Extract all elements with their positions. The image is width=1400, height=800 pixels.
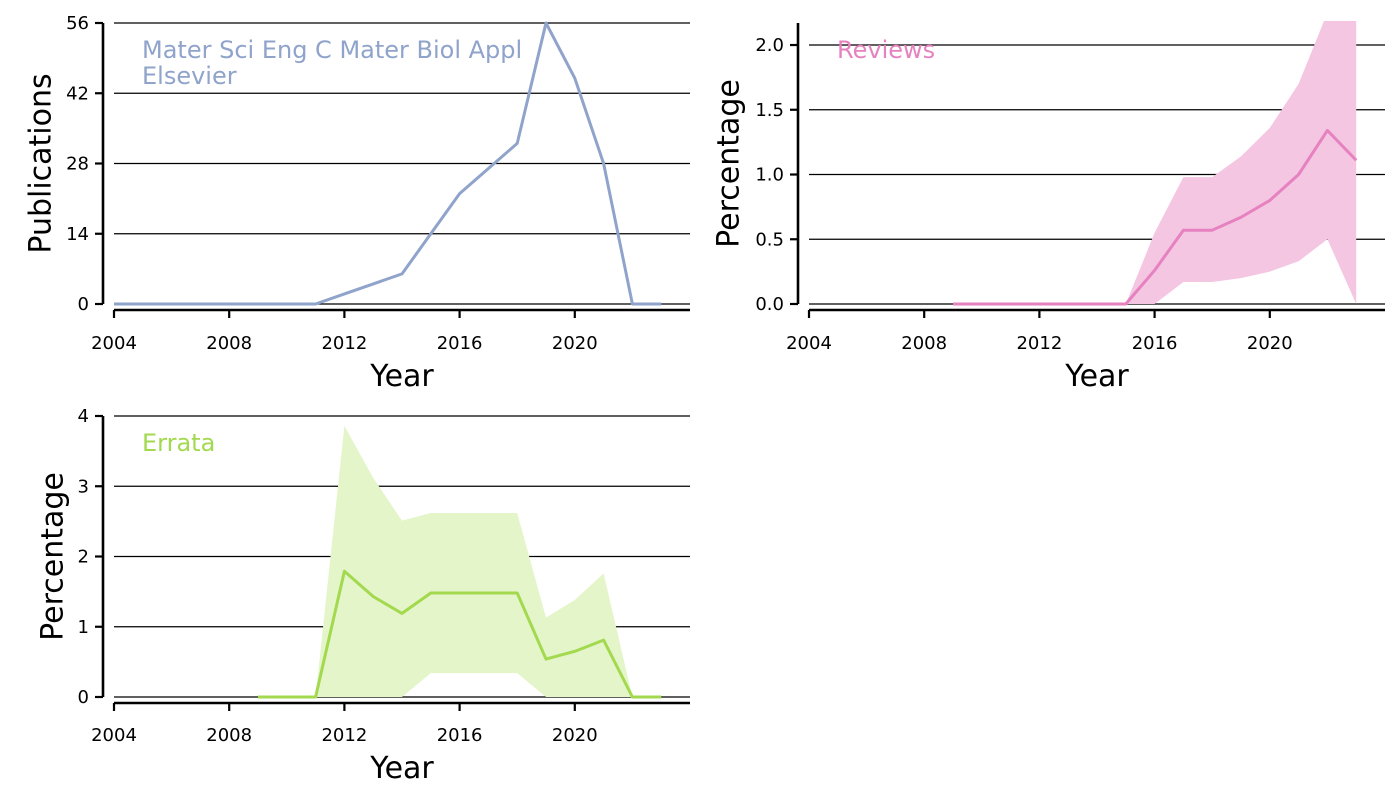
chart-annotation: Mater Sci Eng C Mater Biol Appl [142, 36, 522, 64]
x-tick-label: 2016 [437, 725, 483, 746]
y-tick-label: 0 [78, 687, 89, 708]
x-axis-label: Year [1064, 359, 1129, 394]
x-tick-label: 2020 [552, 333, 598, 354]
x-tick-label: 2008 [901, 333, 947, 354]
x-tick-label: 2012 [1016, 333, 1062, 354]
y-tick-label: 0.0 [755, 294, 784, 315]
chart-publications: 0 14 28 42 56 2004 2008 2012 2016 2020 Year Publica… [24, 13, 690, 394]
x-tick-label: 2008 [206, 725, 252, 746]
chart-errata: 0 1 2 3 4 2004 2008 2012 2016 2020 Year Percentage E… [36, 406, 690, 786]
y-tick-label: 1.0 [755, 165, 784, 186]
chart-reviews: 0.0 0.5 1.0 1.5 2.0 2004 2008 2012 2016 2020 Year P… [712, 21, 1385, 394]
x-tick-label: 2012 [321, 725, 367, 746]
y-tick-label: 56 [66, 13, 89, 34]
x-tick-label: 2016 [1132, 333, 1178, 354]
y-tick-label: 3 [78, 476, 89, 497]
x-axis-label: Year [369, 751, 434, 786]
y-tick-label: 28 [66, 154, 89, 175]
chart-annotation: Reviews [837, 36, 935, 64]
x-tick-label: 2004 [786, 333, 832, 354]
chart-annotation: Elsevier [142, 62, 237, 90]
y-tick-label: 2.0 [755, 35, 784, 56]
chart-annotation: Errata [142, 429, 215, 457]
y-tick-label: 0 [78, 294, 89, 315]
y-tick-label: 42 [66, 83, 89, 104]
x-tick-label: 2004 [91, 725, 137, 746]
y-axis-label: Percentage [36, 472, 71, 641]
x-tick-label: 2020 [1247, 333, 1293, 354]
y-tick-label: 4 [78, 406, 89, 427]
y-tick-label: 0.5 [755, 229, 784, 250]
x-tick-label: 2020 [552, 725, 598, 746]
x-tick-label: 2012 [321, 333, 367, 354]
confidence-band [953, 21, 1357, 304]
x-tick-label: 2008 [206, 333, 252, 354]
y-axis-label: Publications [24, 73, 59, 253]
y-tick-label: 14 [66, 224, 89, 245]
x-axis-label: Year [369, 359, 434, 394]
y-tick-label: 1.5 [755, 100, 784, 121]
y-axis-label: Percentage [712, 79, 747, 248]
y-tick-label: 1 [78, 617, 89, 638]
series-line [114, 21, 662, 306]
x-tick-label: 2016 [437, 333, 483, 354]
x-tick-label: 2004 [91, 333, 137, 354]
confidence-band [258, 425, 662, 697]
y-tick-label: 2 [78, 547, 89, 568]
